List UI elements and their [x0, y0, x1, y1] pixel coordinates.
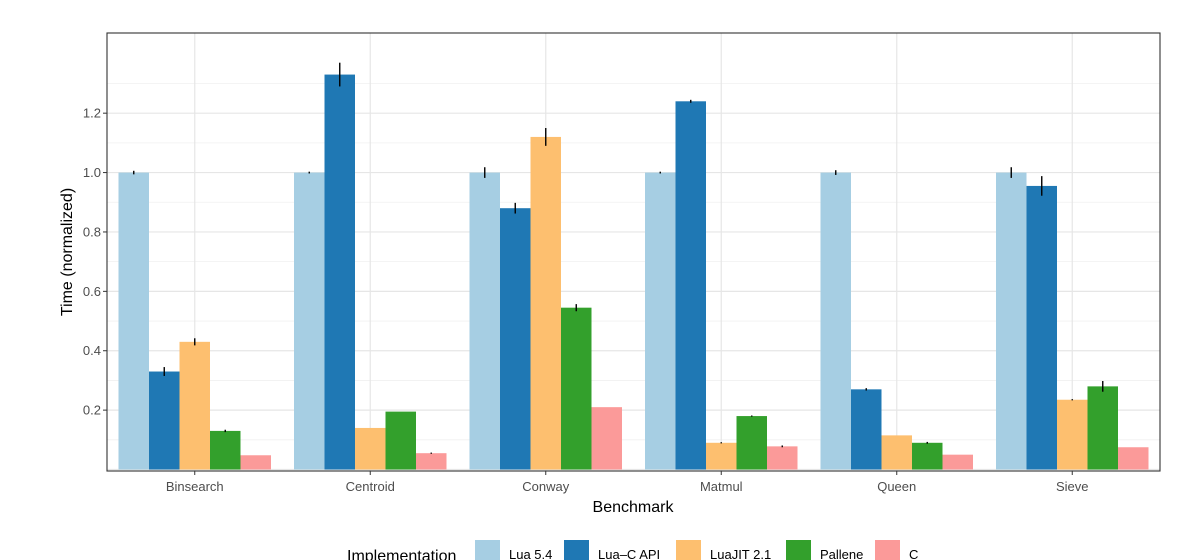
bar — [561, 307, 592, 470]
legend-label: Pallene — [820, 547, 863, 560]
bar — [355, 427, 386, 470]
legend-label: LuaJIT 2.1 — [710, 547, 771, 560]
bar — [1026, 185, 1057, 470]
bar — [500, 208, 531, 470]
bar — [530, 136, 561, 470]
bar — [820, 172, 851, 470]
legend-swatch — [676, 540, 701, 560]
legend-swatch — [786, 540, 811, 560]
legend-label: Lua–C API — [598, 547, 660, 560]
bar — [469, 172, 500, 470]
y-tick-label: 1.0 — [83, 165, 101, 180]
bar — [1087, 386, 1118, 470]
bar — [706, 442, 737, 470]
bar — [210, 430, 241, 470]
y-tick-label: 0.8 — [83, 224, 101, 239]
legend-label: Lua 5.4 — [509, 547, 552, 560]
bar — [767, 446, 798, 470]
bar — [996, 172, 1027, 470]
bar — [942, 454, 973, 470]
y-tick-label: 0.4 — [83, 343, 101, 358]
axis-layer: 0.2 0.4 0.6 0.8 1.0 1.2 Binsearch Centroid Conwa… — [83, 32, 1161, 494]
legend-swatch — [875, 540, 900, 560]
x-tick-label: Conway — [522, 479, 569, 494]
y-tick-label: 0.2 — [83, 403, 101, 418]
y-tick-label: 0.6 — [83, 284, 101, 299]
bar — [118, 172, 149, 470]
plot-border — [106, 32, 1161, 472]
legend-label: C — [909, 547, 918, 560]
bar — [881, 435, 912, 470]
y-axis-label: Time (normalized) — [59, 188, 76, 316]
bar — [736, 416, 767, 470]
x-tick-label: Queen — [877, 479, 916, 494]
bar — [416, 453, 447, 470]
bar-layer — [118, 62, 1149, 470]
bar — [645, 172, 676, 470]
x-tick-label: Binsearch — [166, 479, 224, 494]
legend-swatch — [564, 540, 589, 560]
bar — [675, 101, 706, 470]
bar — [149, 371, 180, 470]
bar — [294, 172, 325, 470]
bar — [591, 407, 622, 470]
legend: Implementation Lua 5.4 Lua–C API LuaJIT 2.… — [347, 540, 918, 560]
bar — [912, 442, 943, 470]
x-axis-label: Benchmark — [593, 499, 675, 516]
legend-swatch — [475, 540, 500, 560]
bar — [1057, 399, 1088, 470]
x-tick-label: Matmul — [700, 479, 743, 494]
bar — [179, 341, 210, 470]
legend-title: Implementation — [347, 548, 456, 560]
x-tick-label: Sieve — [1056, 479, 1089, 494]
bar — [324, 74, 355, 470]
bar — [851, 389, 882, 470]
x-tick-label: Centroid — [346, 479, 395, 494]
y-tick-label: 1.2 — [83, 106, 101, 121]
plot-panel — [107, 33, 1160, 471]
grid-layer — [107, 33, 1160, 471]
bar — [1118, 447, 1149, 470]
bar — [385, 411, 416, 470]
bar — [240, 455, 271, 470]
